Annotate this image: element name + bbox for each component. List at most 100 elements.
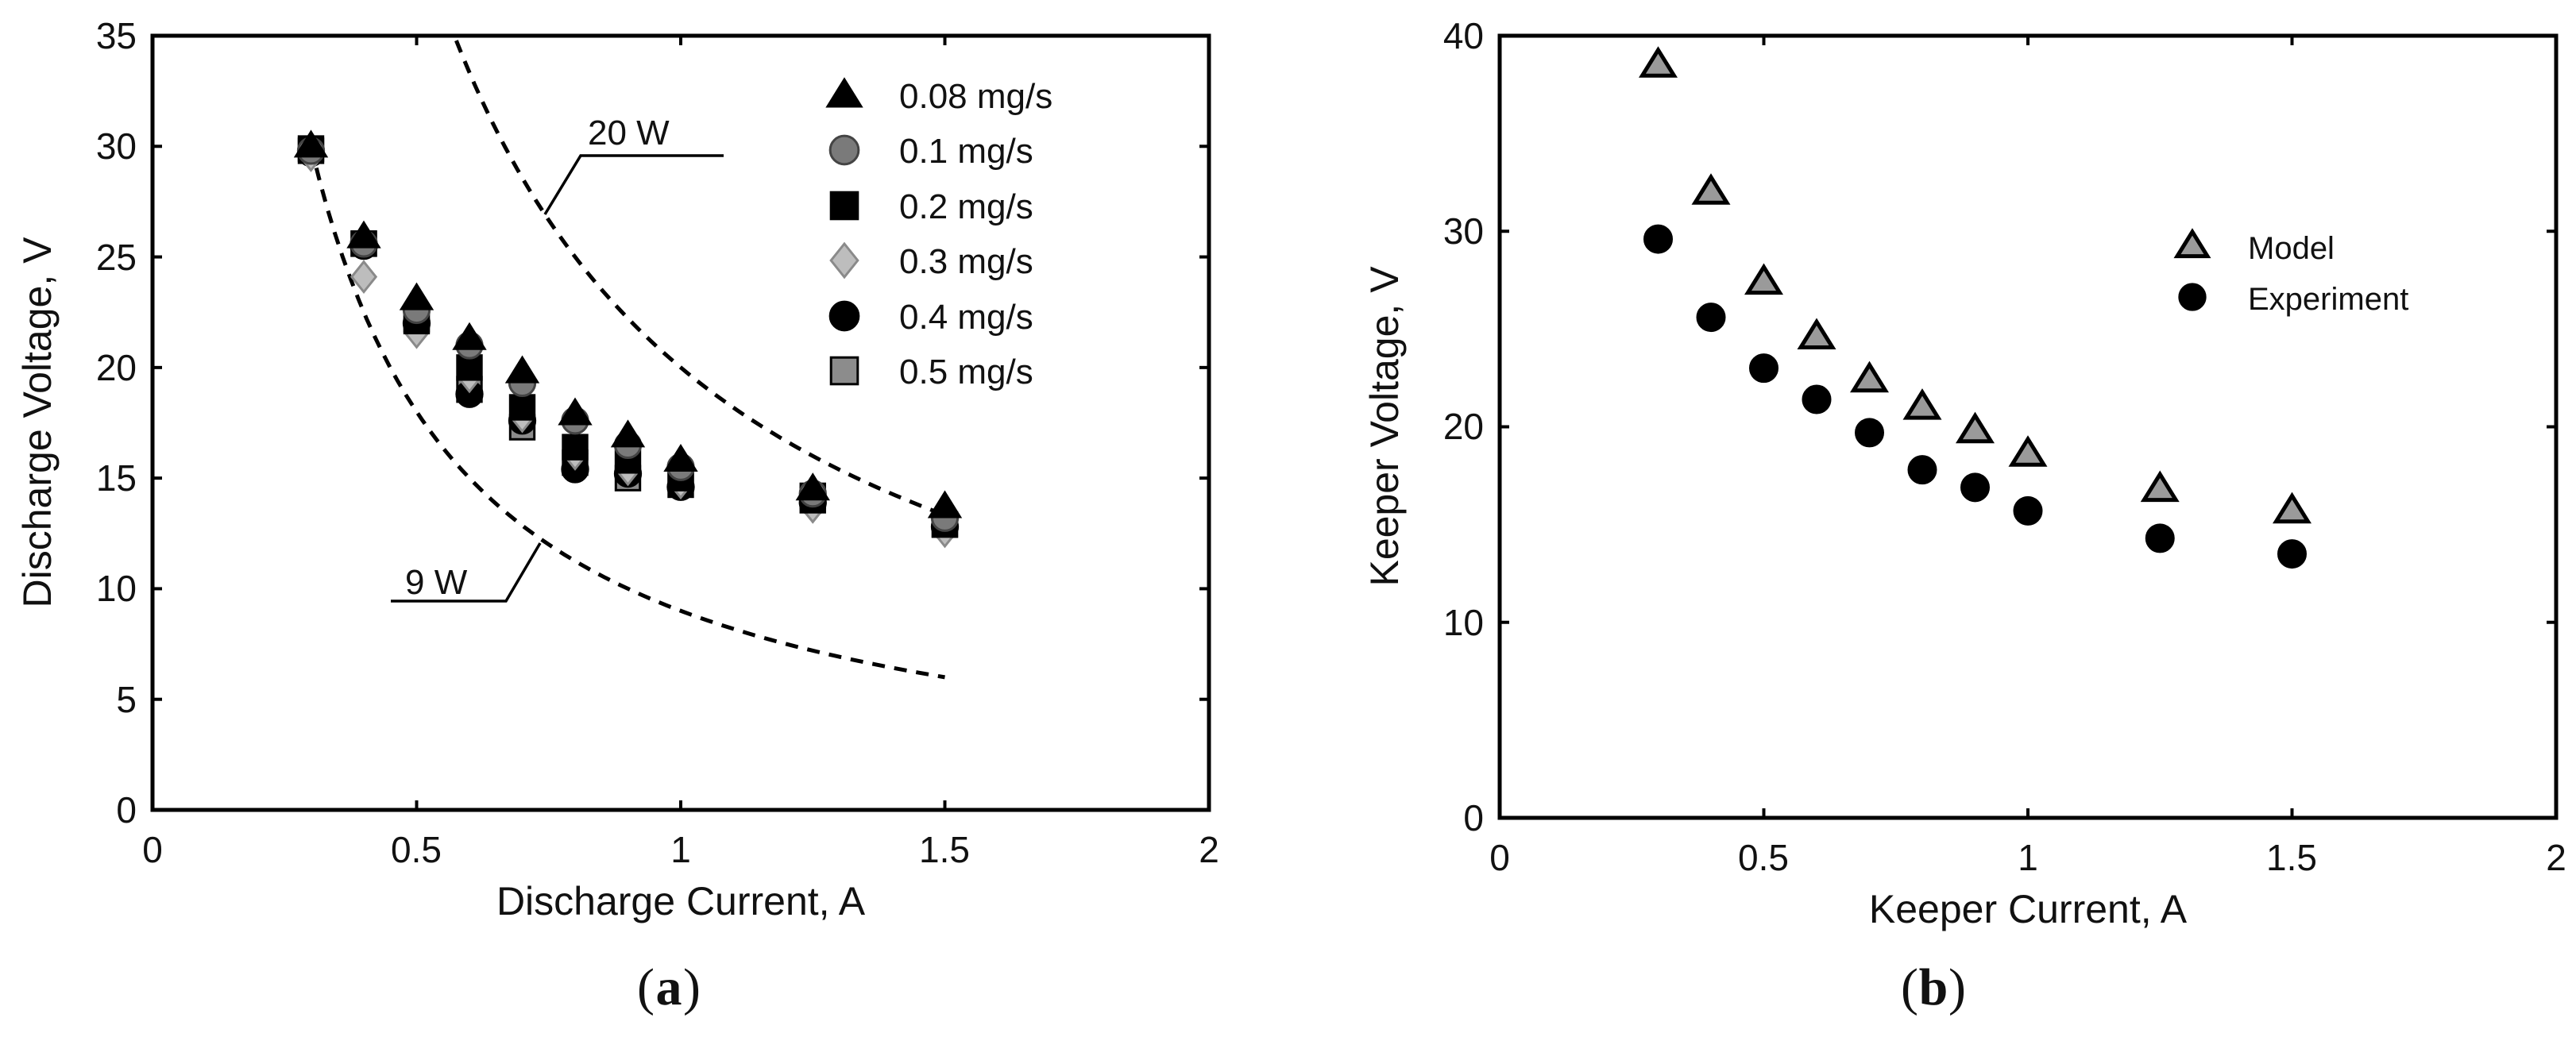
data-point-model — [1691, 173, 1731, 205]
legend-label: 0.3 mg/s — [899, 242, 1033, 281]
legend-label: Experiment — [2248, 282, 2408, 317]
y-tick-label: 40 — [1443, 15, 1484, 56]
power-curve-9w — [309, 145, 945, 680]
data-points-a — [293, 129, 963, 549]
y-axis-title-b: Keeper Voltage, V — [1362, 266, 1407, 587]
y-tick-label: 30 — [1443, 210, 1484, 252]
legend-label: 0.4 mg/s — [899, 298, 1033, 337]
panel-label-b-open: ( — [1901, 958, 1918, 1016]
y-tick-label: 5 — [116, 679, 137, 720]
y-tick-label: 0 — [1463, 797, 1484, 838]
x-tick-label: 1 — [670, 829, 691, 870]
power-curve-20w — [454, 40, 946, 517]
x-axis-title-b: Keeper Current, A — [1869, 887, 2188, 931]
legend-marker-0-2-mg-s — [829, 191, 859, 221]
legend-marker-0-1-mg-s — [828, 134, 860, 166]
data-point-0-08-mg-s — [346, 220, 381, 249]
legend-label: Model — [2248, 231, 2335, 266]
chart-panel-a: 0 5 10 15 20 25 30 35 0 0.5 1 1.5 2 Disc… — [15, 15, 1219, 1016]
legend-marker-0-5-mg-s — [829, 356, 859, 386]
y-axis-title-a: Discharge Voltage, V — [15, 237, 60, 608]
legend-label: 0.2 mg/s — [899, 187, 1033, 226]
data-point-model — [1797, 318, 1836, 350]
data-point-0-08-mg-s — [293, 129, 329, 158]
legend-marker — [2173, 228, 2211, 311]
ticks-a — [151, 34, 1211, 811]
legend-a: 0.08 mg/s 0.1 mg/s 0.2 mg/s 0.3 mg/s 0.4… — [825, 77, 1052, 391]
data-point-0-08-mg-s — [663, 443, 698, 472]
data-point-experiment — [1643, 224, 1673, 254]
data-point-experiment — [1749, 353, 1778, 384]
y-tick-labels-b: 0 10 20 30 40 — [1443, 15, 1484, 838]
legend-marker-0-3-mg-s — [829, 241, 859, 279]
annotations-a: 20 W 9 W — [391, 114, 724, 603]
data-points-b — [1639, 46, 2311, 569]
data-point-experiment — [1802, 384, 1832, 414]
x-tick-label: 0.5 — [391, 829, 442, 870]
x-tick-label: 0.5 — [1738, 837, 1789, 878]
y-tick-label: 30 — [96, 125, 137, 167]
data-point-model — [1850, 360, 1889, 393]
data-point-experiment — [1960, 472, 1990, 503]
legend-b: Model Experiment — [2173, 228, 2408, 317]
y-tick-label: 20 — [1443, 406, 1484, 447]
panel-label-a-close: ) — [683, 958, 701, 1016]
x-tick-label: 2 — [1199, 829, 1219, 870]
annotation-20w: 20 W — [588, 114, 670, 152]
legend-marker — [825, 77, 863, 386]
data-point-0-08-mg-s — [558, 397, 593, 426]
ticks-b — [1498, 34, 2558, 819]
data-point-model — [1639, 46, 1678, 78]
x-tick-label: 1.5 — [919, 829, 970, 870]
data-point-0-08-mg-s — [504, 355, 540, 384]
data-point-experiment — [2277, 539, 2307, 569]
y-tick-labels-a: 0 5 10 15 20 25 30 35 — [96, 15, 137, 831]
x-tick-label: 0 — [1489, 837, 1510, 878]
panel-label-a-letter: a — [656, 958, 682, 1016]
data-point-0-2-mg-s — [562, 434, 589, 461]
data-point-model — [1902, 388, 1942, 420]
y-tick-label: 10 — [1443, 602, 1484, 643]
y-tick-label: 10 — [96, 568, 137, 609]
x-tick-label: 1.5 — [2266, 837, 2317, 878]
data-point-0-08-mg-s — [452, 322, 487, 350]
legend-marker-model — [2173, 228, 2211, 259]
x-tick-label: 1 — [2018, 837, 2038, 878]
legend-label: 0.5 mg/s — [899, 353, 1033, 391]
data-point-experiment — [2145, 523, 2175, 553]
data-point-experiment — [1696, 303, 1726, 333]
annotation-20w-leader — [543, 154, 724, 215]
legend-marker-0-08-mg-s — [825, 77, 863, 108]
panel-label-a-open: ( — [637, 958, 655, 1016]
y-tick-label: 0 — [116, 789, 137, 831]
x-tick-labels-b: 0 0.5 1 1.5 2 — [1489, 837, 2566, 878]
y-tick-label: 20 — [96, 347, 137, 388]
data-point-0-08-mg-s — [795, 472, 830, 501]
data-point-0-2-mg-s — [508, 394, 536, 421]
legend-label: 0.08 mg/s — [899, 77, 1052, 116]
x-tick-label: 2 — [2546, 837, 2566, 878]
data-point-0-08-mg-s — [610, 419, 646, 448]
data-point-model — [1956, 411, 1995, 444]
data-point-experiment — [1855, 418, 1884, 448]
plot-frame-b — [1497, 33, 2559, 820]
data-point-0-08-mg-s — [399, 282, 434, 310]
y-tick-label: 25 — [96, 237, 137, 278]
data-point-model — [2140, 470, 2180, 503]
power-curves-a — [309, 40, 946, 680]
panel-label-b-close: ) — [1948, 958, 1966, 1016]
y-tick-label: 35 — [96, 15, 137, 56]
data-point-0-08-mg-s — [927, 490, 963, 518]
chart-panel-b: 0 10 20 30 40 0 0.5 1 1.5 2 Keeper Curre… — [1362, 15, 2566, 1016]
data-point-model — [1744, 263, 1783, 295]
legend-label: 0.1 mg/s — [899, 132, 1033, 171]
annotation-9w: 9 W — [405, 563, 468, 602]
annotation-9w-leader — [391, 542, 542, 603]
data-point-0-3-mg-s — [350, 260, 378, 295]
x-tick-labels-a: 0 0.5 1 1.5 2 — [142, 829, 1219, 870]
x-axis-title-a: Discharge Current, A — [496, 879, 866, 923]
panel-label-b-letter: b — [1919, 958, 1948, 1016]
data-point-model — [2008, 435, 2048, 467]
data-point-model — [2273, 492, 2311, 524]
